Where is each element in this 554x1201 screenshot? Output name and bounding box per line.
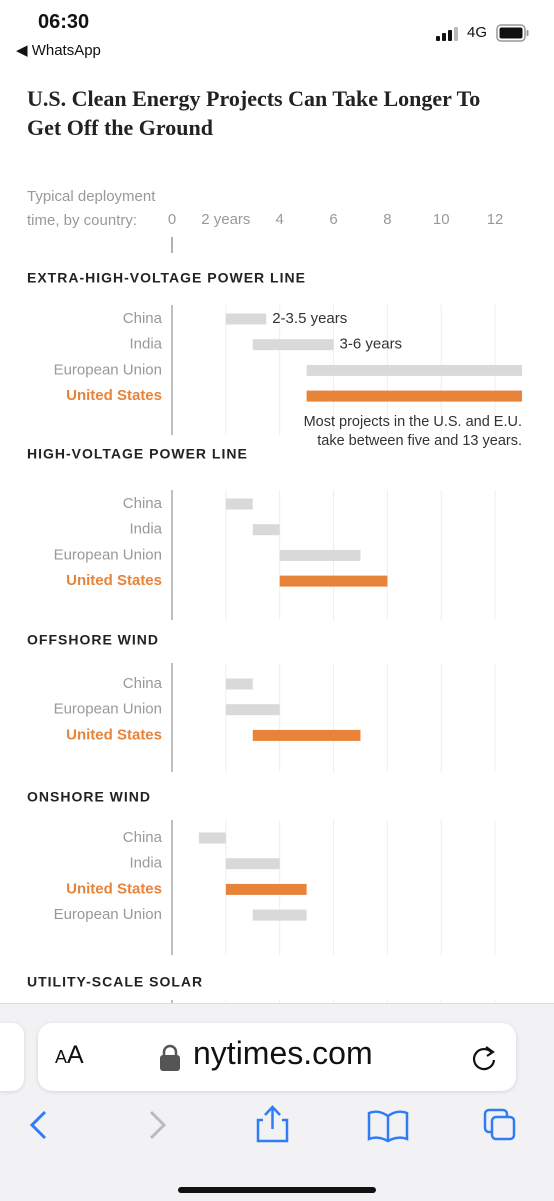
reload-icon[interactable]	[469, 1043, 499, 1073]
back-to-app[interactable]: ◀ WhatsApp	[16, 42, 101, 59]
range-label: 3-6 years	[340, 336, 403, 353]
range-bar	[225, 498, 253, 510]
range-bar	[279, 575, 388, 587]
tabs-button[interactable]	[483, 1108, 516, 1141]
range-bar	[252, 909, 307, 921]
range-bar	[225, 313, 267, 325]
category-label: United States	[66, 726, 162, 743]
category-label: European Union	[54, 906, 162, 923]
x-tick-label: 10	[433, 211, 450, 228]
x-tick-label: 6	[329, 211, 337, 228]
category-label: India	[129, 855, 162, 872]
range-bar	[252, 729, 361, 741]
x-tick-label: 8	[383, 211, 391, 228]
range-bar	[225, 678, 253, 690]
range-bar	[225, 883, 307, 895]
chart: 0 2 years 4 6 8 10 12 EXTRA-HIGH-VOLTAGE POWER …	[27, 211, 522, 1003]
x-tick-label: 0	[168, 211, 176, 228]
panel-title: HIGH-VOLTAGE POWER LINE	[27, 446, 248, 462]
category-label: China	[123, 310, 163, 327]
range-bar	[225, 704, 280, 716]
panel-title: UTILITY-SCALE SOLAR	[27, 974, 203, 990]
forward-button[interactable]	[149, 1110, 167, 1140]
category-label: United States	[66, 572, 162, 589]
signal-icon	[436, 27, 458, 41]
panel-title: OFFSHORE WIND	[27, 632, 159, 648]
range-label: 2-3.5 years	[272, 310, 347, 327]
chart-title: U.S. Clean Energy Projects Can Take Long…	[27, 86, 481, 140]
range-bar	[306, 390, 522, 402]
category-label: India	[129, 521, 162, 538]
range-bar	[252, 524, 280, 536]
lock-icon	[160, 1044, 180, 1071]
category-label: China	[123, 495, 163, 512]
bookmarks-button[interactable]	[367, 1110, 409, 1143]
panel-title: EXTRA-HIGH-VOLTAGE POWER LINE	[27, 270, 306, 286]
browser-toolbar: AA nytimes.com	[0, 1003, 554, 1201]
x-tick-label: 2 years	[201, 211, 250, 228]
network-type: 4G	[467, 24, 488, 41]
annotation: Most projects in the U.S. and E.U. take …	[303, 413, 522, 449]
back-button[interactable]	[29, 1110, 47, 1140]
axis-label: Typical deployment time, by country:	[27, 188, 156, 229]
share-button[interactable]	[256, 1105, 289, 1143]
category-label: China	[123, 829, 163, 846]
toolbar-icons	[29, 1105, 516, 1193]
category-label: European Union	[54, 361, 162, 378]
range-bar	[306, 364, 522, 376]
address-bar[interactable]: AA nytimes.com	[38, 1023, 516, 1091]
panel-title: ONSHORE WIND	[27, 789, 151, 805]
status-time: 06:30	[38, 11, 90, 33]
previous-tab[interactable]	[0, 1023, 24, 1091]
category-label: China	[123, 675, 163, 692]
x-tick-label: 12	[487, 211, 504, 228]
home-indicator	[178, 1187, 376, 1193]
category-label: European Union	[54, 546, 162, 563]
url[interactable]: nytimes.com	[193, 1035, 373, 1071]
x-tick-label: 4	[276, 211, 284, 228]
category-label: United States	[66, 387, 162, 404]
range-bar	[252, 339, 334, 351]
category-label: European Union	[54, 701, 162, 718]
range-bar	[198, 832, 226, 844]
category-label: United States	[66, 880, 162, 897]
battery-icon	[496, 24, 529, 42]
range-bar	[225, 858, 280, 870]
range-bar	[279, 549, 361, 561]
text-size-button[interactable]: AA	[55, 1041, 84, 1069]
category-label: India	[129, 336, 162, 353]
